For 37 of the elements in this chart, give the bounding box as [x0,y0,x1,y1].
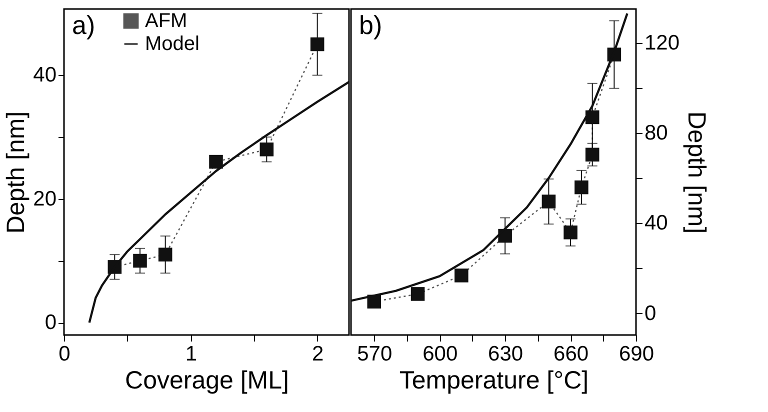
point [310,37,324,52]
y-tick-label: 40 [33,64,56,87]
legend-label: Model [145,33,200,55]
x-tick-label: 690 [618,342,654,366]
x-tick-label: 600 [422,342,458,366]
point [410,287,425,301]
point [564,226,578,240]
x-axis-title: Temperature [°C] [399,366,589,394]
y2-tick-label: 120 [644,31,680,54]
point [574,180,588,194]
y-axis-title: Depth [nm] [2,111,30,234]
y2-tick-label: 0 [644,302,656,325]
x-tick-label: 1 [185,342,198,366]
point [260,142,274,156]
x-axis-title: Coverage [ML] [125,366,289,394]
point [585,110,600,124]
x-tick-label: 660 [554,342,589,366]
point [498,228,512,243]
y2-axis-title: Depth [nm] [682,111,711,234]
annotation: a) [72,10,96,40]
y2-tick-label: 40 [644,212,668,235]
x-tick-label: 630 [488,342,524,366]
annotation: b) [359,10,382,40]
point [542,194,556,208]
point [209,154,223,169]
y-tick-label: 0 [44,311,56,334]
x-tick-label: 2 [312,342,324,366]
point [367,294,382,309]
point [454,268,468,282]
x-tick-label: 0 [58,342,70,366]
y-tick-label: 20 [33,187,56,210]
point [158,248,172,262]
point [585,148,600,162]
y2-tick-label: 80 [644,121,668,144]
legend-label: AFM [145,10,188,32]
x-tick-label: 570 [357,342,392,366]
point [133,254,147,268]
